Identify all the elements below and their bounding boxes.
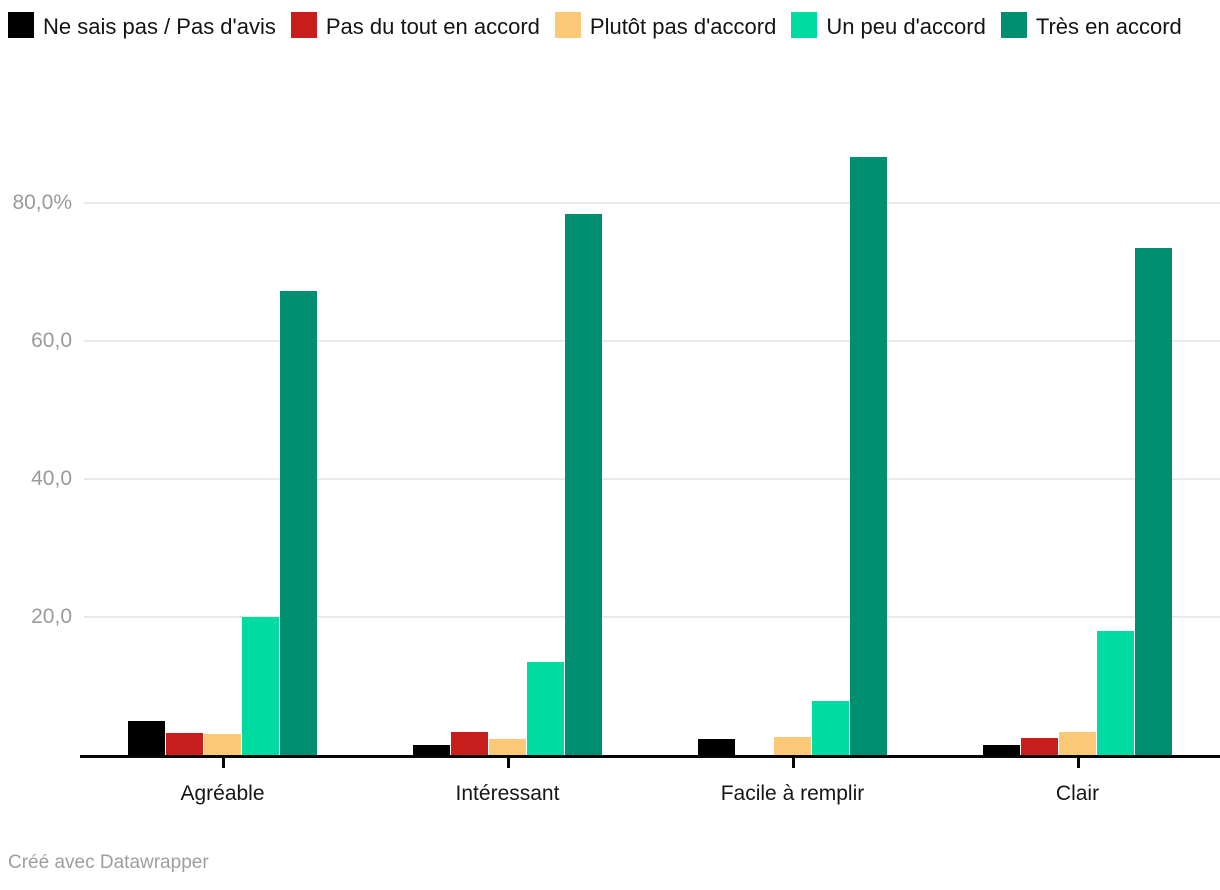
axis-tick	[791, 758, 795, 768]
legend-label: Un peu d'accord	[826, 14, 986, 39]
gridline	[84, 202, 1220, 204]
x-category: Clair	[935, 758, 1220, 806]
legend-swatch	[290, 12, 317, 38]
legend-item: Un peu d'accord	[791, 12, 986, 39]
bar	[489, 739, 526, 755]
legend-swatch	[1000, 12, 1027, 38]
bar-group	[80, 65, 365, 755]
bar	[565, 214, 602, 755]
bar	[1059, 732, 1096, 755]
category-label: Clair	[1055, 782, 1100, 805]
y-axis-tick-label: 60,0	[31, 329, 72, 352]
chart-area: 20,0 40,0 60,0 80,0%	[0, 65, 1220, 758]
bar	[812, 700, 849, 755]
legend-item: Très en accord	[1000, 12, 1182, 39]
bar	[451, 732, 488, 755]
bar	[280, 291, 317, 755]
gridline	[84, 616, 1220, 618]
y-axis-tick-label: 40,0	[31, 467, 72, 490]
axis-tick	[1076, 758, 1080, 768]
legend-label: Pas du tout en accord	[325, 14, 540, 39]
legend-label: Très en accord	[1035, 14, 1182, 39]
bar	[413, 745, 450, 755]
bar	[128, 720, 165, 755]
y-axis-tick-label: 20,0	[31, 605, 72, 628]
category-label: Facile à remplir	[720, 782, 865, 805]
legend-item: Plutôt pas d'accord	[554, 12, 777, 39]
bar	[983, 744, 1020, 755]
gridline	[84, 340, 1220, 342]
legend-item: Pas du tout en accord	[290, 12, 540, 39]
legend: Ne sais pas / Pas d'avis Pas du tout en a…	[0, 0, 1220, 78]
bar	[850, 156, 887, 755]
x-axis-labels: Agréable Intéressant Facile à remplir Clair	[80, 758, 1220, 806]
bar-group	[935, 65, 1220, 755]
legend-label: Ne sais pas / Pas d'avis	[43, 14, 276, 39]
gridline	[84, 478, 1220, 480]
legend-swatch	[8, 12, 34, 38]
bar	[774, 737, 811, 755]
legend-item: Ne sais pas / Pas d'avis	[8, 12, 276, 39]
x-category: Agréable	[80, 758, 365, 806]
bar	[527, 661, 564, 755]
bar	[1021, 738, 1058, 755]
x-category: Facile à remplir	[650, 758, 935, 806]
category-label: Agréable	[180, 782, 265, 805]
bar-group	[650, 65, 935, 755]
bar	[166, 732, 203, 755]
x-category: Intéressant	[365, 758, 650, 806]
axis-tick	[506, 758, 510, 768]
bar	[204, 733, 241, 755]
bar	[1097, 630, 1134, 755]
legend-swatch	[791, 12, 818, 38]
attribution: Créé avec Datawrapper	[8, 852, 209, 873]
y-axis-tick-label: 80,0%	[12, 191, 72, 214]
bar	[698, 739, 735, 755]
bar	[242, 617, 279, 755]
bar	[1135, 247, 1172, 755]
bar-groups	[80, 65, 1220, 755]
bar-group	[365, 65, 650, 755]
legend-swatch	[554, 12, 581, 38]
x-axis-line	[80, 755, 1220, 758]
axis-tick	[221, 758, 225, 768]
category-label: Intéressant	[455, 782, 560, 805]
legend-label: Plutôt pas d'accord	[589, 14, 777, 39]
